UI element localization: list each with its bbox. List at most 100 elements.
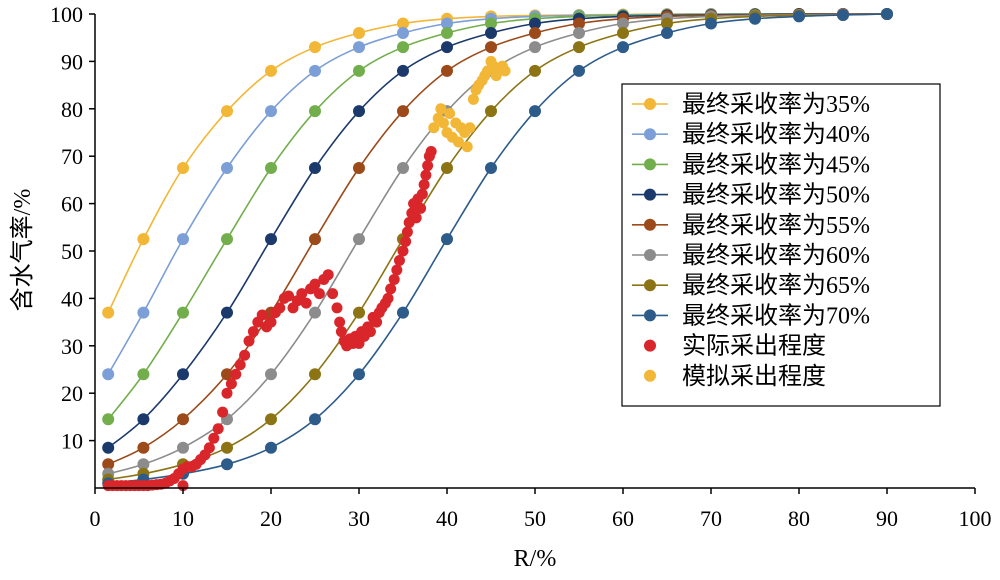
data-point: [137, 306, 150, 319]
x-axis-title: R/%: [514, 546, 557, 572]
scatter-point: [364, 326, 376, 338]
scatter-point: [256, 309, 268, 321]
legend-marker: [644, 218, 656, 231]
data-point: [265, 441, 277, 454]
data-point: [265, 64, 277, 77]
legend-marker: [644, 249, 656, 261]
legend-label: 最终采收率为35%: [682, 91, 870, 118]
series-layer: [102, 8, 893, 492]
scatter-point: [309, 278, 321, 290]
scatter-point: [464, 122, 476, 134]
scatter-point: [415, 202, 427, 214]
data-point: [221, 458, 233, 471]
data-point: [265, 368, 277, 381]
legend-label: 模拟采出程度: [682, 363, 826, 390]
data-point: [397, 306, 409, 319]
data-point: [102, 368, 115, 381]
data-point: [265, 233, 277, 246]
y-tick-label: 10: [61, 429, 83, 454]
scatter-point: [335, 326, 347, 338]
data-point: [837, 8, 849, 21]
scatter-point: [212, 423, 224, 435]
scatter-point: [313, 288, 325, 300]
data-point: [485, 26, 497, 39]
scatter-point: [388, 273, 400, 285]
data-point: [529, 105, 541, 118]
data-point: [102, 306, 115, 319]
legend: 最终采收率为35% 最终采收率为40% 最终采收率为45% 最终采收率为50% 最终采收…: [621, 83, 941, 407]
data-point: [441, 162, 453, 175]
legend-marker: [644, 279, 656, 292]
data-point: [397, 26, 409, 39]
data-point: [177, 441, 189, 454]
legend-marker: [644, 188, 656, 201]
data-point: [309, 162, 321, 175]
scatter-point: [400, 236, 412, 248]
x-tick-label: 20: [260, 506, 282, 531]
scatter-point: [435, 103, 447, 115]
scatter-point: [208, 432, 220, 444]
data-point: [102, 441, 115, 454]
scatter-point: [371, 316, 383, 328]
data-point: [353, 233, 365, 246]
legend-label: 实际采出程度: [682, 333, 826, 360]
data-point: [441, 64, 453, 77]
scatter-point: [401, 226, 413, 238]
data-point: [177, 368, 189, 381]
data-point: [749, 12, 761, 25]
y-tick-label: 20: [61, 381, 83, 406]
data-point: [221, 368, 233, 381]
data-point: [137, 458, 150, 471]
data-point: [309, 233, 321, 246]
scatter-point: [217, 406, 229, 418]
data-point: [529, 64, 541, 77]
data-point: [221, 441, 233, 454]
data-point: [441, 17, 453, 30]
legend-label: 最终采收率为65%: [682, 272, 870, 299]
legend-box: [621, 83, 941, 407]
y-tick-label: 70: [61, 144, 83, 169]
scatter-point: [322, 269, 334, 281]
y-tick-label: 80: [61, 97, 83, 122]
data-point: [397, 105, 409, 118]
scatter-point: [247, 326, 259, 338]
scatter-point: [265, 316, 277, 328]
data-point: [529, 17, 541, 30]
data-point: [265, 413, 277, 426]
scatter-point: [300, 297, 312, 309]
x-tick-label: 60: [612, 506, 634, 531]
scatter-point: [391, 264, 403, 276]
data-point: [353, 162, 365, 175]
data-point: [309, 64, 321, 77]
legend-marker: [644, 158, 656, 171]
data-point: [221, 105, 233, 118]
data-point: [881, 8, 893, 20]
scatter-group: [102, 145, 437, 492]
scatter-point: [452, 136, 464, 148]
data-point: [573, 41, 585, 54]
data-point: [353, 306, 365, 319]
data-point: [397, 162, 409, 175]
legend-label: 最终采收率为60%: [682, 242, 870, 269]
x-tick-label: 30: [348, 506, 370, 531]
scatter-point: [327, 288, 339, 300]
y-tick-label: 40: [61, 286, 83, 311]
data-point: [137, 413, 150, 426]
data-point: [397, 41, 409, 54]
data-point: [661, 26, 673, 39]
data-point: [441, 41, 453, 54]
legend-marker: [644, 98, 656, 110]
x-tick-label: 70: [700, 506, 722, 531]
data-point: [309, 105, 321, 118]
data-point: [137, 441, 150, 454]
legend-label: 最终采收率为40%: [682, 121, 870, 148]
legend-marker: [644, 369, 656, 382]
scatter-point: [385, 283, 397, 295]
scatter-point: [420, 169, 432, 181]
legend-marker: [644, 309, 656, 322]
legend-label: 最终采收率为55%: [682, 212, 870, 239]
x-tick-label: 40: [436, 506, 458, 531]
data-point: [441, 26, 453, 39]
legend-marker: [644, 339, 656, 352]
